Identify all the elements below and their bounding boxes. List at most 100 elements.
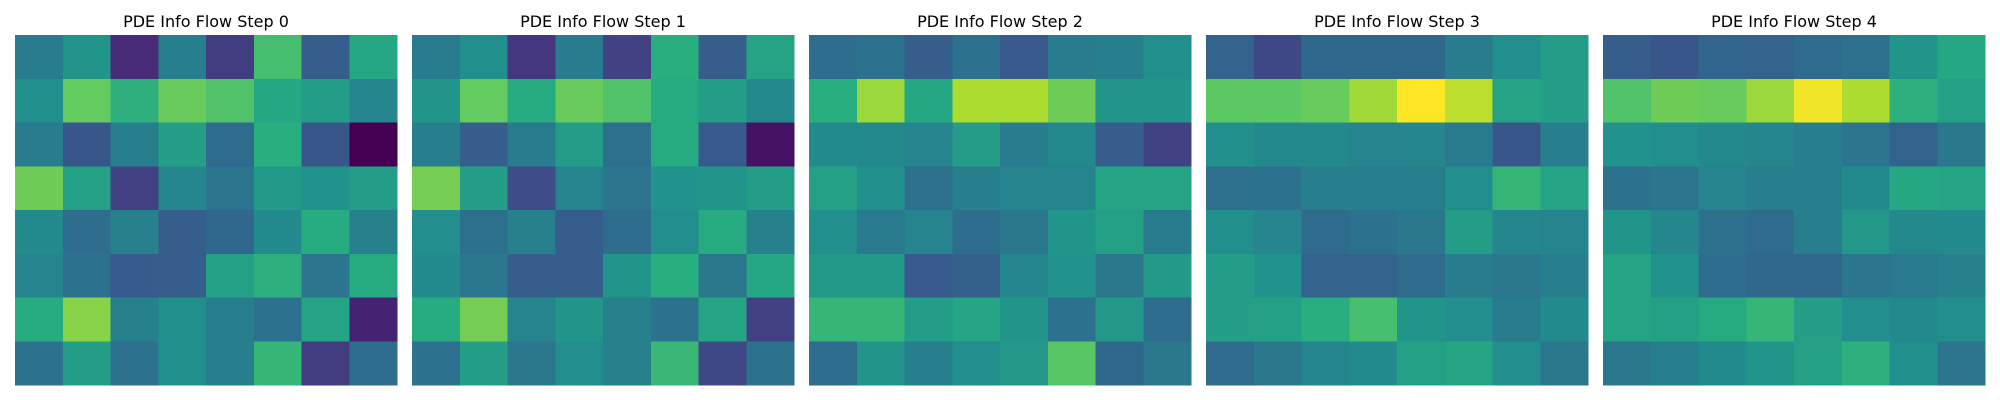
heatmap-cell [1603, 35, 1652, 80]
heatmap-cell [1746, 122, 1795, 167]
heatmap-cell [1698, 166, 1747, 211]
heatmap-cell [603, 210, 652, 255]
heatmap-cell [301, 35, 350, 80]
heatmap-cell [904, 297, 953, 342]
heatmap-cell [349, 78, 398, 124]
heatmap-cell [1095, 78, 1144, 124]
heatmap-cell [809, 253, 858, 299]
heatmap-cell [507, 210, 556, 255]
heatmap-cell [1444, 35, 1494, 80]
heatmap-cell [603, 122, 652, 167]
heatmap-cell [555, 122, 604, 167]
heatmap-cell [698, 297, 747, 342]
heatmap-cell [1937, 297, 1986, 342]
heatmap-cell [1397, 297, 1446, 342]
heatmap-cell [1841, 210, 1891, 255]
heatmap-cell [746, 35, 795, 80]
heatmap-cell [1143, 253, 1192, 299]
heatmap-cell [1794, 35, 1843, 80]
heatmap-cell [1540, 297, 1589, 342]
heatmap-cell [206, 210, 255, 255]
heatmap-cell [1746, 341, 1795, 386]
heatmap-cell [1206, 35, 1255, 80]
panel-title: PDE Info Flow Step 4 [1711, 12, 1877, 31]
heatmap-cell [952, 78, 1001, 124]
heatmap-cell [809, 35, 858, 80]
heatmap-cell [507, 122, 556, 167]
heatmap-cell [253, 166, 303, 211]
heatmap-cell [1253, 122, 1303, 167]
heatmap-cell [1794, 122, 1843, 167]
heatmap-cell [206, 35, 255, 80]
heatmap-cell [459, 253, 509, 299]
heatmap-cell [1349, 210, 1398, 255]
heatmap-cell [1540, 253, 1589, 299]
heatmap-cell [1492, 35, 1541, 80]
heatmap-cell [412, 122, 461, 167]
heatmap-cell [253, 210, 303, 255]
heatmap-cell [1492, 122, 1541, 167]
heatmap-cell [1349, 253, 1398, 299]
heatmap-cell [809, 210, 858, 255]
heatmap-cell [1397, 341, 1446, 386]
heatmap-cell [1746, 210, 1795, 255]
heatmap-cell [301, 78, 350, 124]
heatmap-cell [1492, 297, 1541, 342]
heatmap-cell [1698, 253, 1747, 299]
heatmap-cell [1206, 297, 1255, 342]
heatmap-cell [1349, 297, 1398, 342]
heatmap-cell [110, 78, 159, 124]
heatmap-cell [1301, 210, 1350, 255]
heatmap-cell [746, 78, 795, 124]
heatmap-cell [15, 166, 64, 211]
heatmap-cell [253, 35, 303, 80]
heatmap-cell [1794, 253, 1843, 299]
heatmap-cell [809, 166, 858, 211]
heatmap-cell [1349, 35, 1398, 80]
heatmap-cell [206, 78, 255, 124]
heatmap-cell [158, 35, 207, 80]
heatmap-cell [809, 341, 858, 386]
heatmap-cell [1444, 253, 1494, 299]
heatmap-cell [301, 210, 350, 255]
panel-title: PDE Info Flow Step 0 [123, 12, 289, 31]
heatmap-cell [1206, 78, 1255, 124]
heatmap-cell [746, 166, 795, 211]
heatmap-cell [603, 78, 652, 124]
heatmap-cell [158, 253, 207, 299]
heatmap-cell [603, 297, 652, 342]
heatmap-cell [1444, 122, 1494, 167]
heatmap-cell [62, 166, 112, 211]
heatmap-cell [746, 297, 795, 342]
heatmap-cell [349, 166, 398, 211]
heatmap-cell [62, 341, 112, 386]
heatmap-cell [1397, 253, 1446, 299]
heatmap-cell [1000, 297, 1049, 342]
heatmap-cell [1650, 297, 1700, 342]
heatmap-cell [1746, 253, 1795, 299]
heatmap-cell [15, 122, 64, 167]
heatmap-cell [1444, 341, 1494, 386]
heatmap-cell [1253, 166, 1303, 211]
heatmap-cell [459, 297, 509, 342]
heatmap-cell [1095, 341, 1144, 386]
heatmap-cell [904, 166, 953, 211]
heatmap-cell [301, 166, 350, 211]
heatmap-cell [1000, 35, 1049, 80]
heatmap-cell [555, 341, 604, 386]
heatmap-cell [856, 253, 906, 299]
heatmap-cell [1650, 210, 1700, 255]
heatmap-cell [253, 122, 303, 167]
heatmap-cell [1444, 78, 1494, 124]
heatmap-cell [1000, 166, 1049, 211]
heatmap-cell [1047, 35, 1097, 80]
heatmap-cell [1095, 166, 1144, 211]
heatmap-cell [459, 78, 509, 124]
heatmap-cell [1397, 122, 1446, 167]
heatmap-cell [809, 78, 858, 124]
heatmap-cell [1698, 122, 1747, 167]
heatmap-cell [507, 35, 556, 80]
heatmap-cell [809, 297, 858, 342]
heatmap-cell [1301, 297, 1350, 342]
heatmap-cell [746, 122, 795, 167]
